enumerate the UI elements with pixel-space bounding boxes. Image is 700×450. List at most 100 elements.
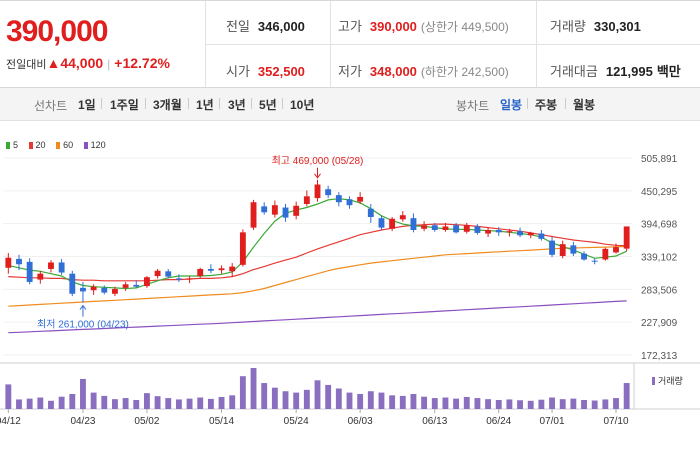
candle-body <box>421 225 428 229</box>
quote-panel: 390,000 전일대비▲44,000 | +12.72% 전일 346,000 고가… <box>0 0 700 88</box>
ma120-line <box>8 300 627 334</box>
candle-body <box>154 270 161 277</box>
volume-bar <box>559 399 566 409</box>
volume-bar <box>218 396 225 409</box>
high-value: 390,000 <box>369 19 417 34</box>
candle-body <box>101 287 108 293</box>
tab-divider <box>565 98 566 109</box>
candle-body <box>517 231 523 236</box>
ma5-line <box>8 198 627 290</box>
legend-label: 20 <box>35 140 46 150</box>
volume-bar <box>197 397 204 409</box>
volume-bar <box>112 399 118 409</box>
legend-item-ma5: 5 <box>6 140 18 150</box>
volume-bar <box>442 397 449 409</box>
x-tick-label: 05/14 <box>209 416 234 427</box>
quote-col-divider <box>536 1 537 87</box>
current-price: 390,000 <box>6 15 108 48</box>
volume-bar <box>421 396 428 409</box>
volume-bar <box>346 392 353 409</box>
volume-legend: 거래량 <box>652 374 683 387</box>
volume-bar <box>69 393 76 409</box>
candle-body <box>613 247 619 253</box>
tab-divider <box>145 98 146 109</box>
volume-bar <box>485 399 492 409</box>
volume-item: 거래량 330,301 <box>550 16 641 35</box>
candle-body <box>143 277 150 287</box>
tab-5year[interactable]: 5년 <box>259 98 277 112</box>
volume-label: 거래량 <box>550 19 586 34</box>
candle-chart-label: 봉차트 <box>456 99 490 113</box>
chart-tab-bar: 선차트 1일 1주일 3개월 1년 3년 5년 10년 봉차트 일봉 주봉 월봉 <box>0 88 700 121</box>
volume-bars <box>5 368 630 409</box>
volume-bar <box>570 398 577 409</box>
candle-body <box>165 271 172 277</box>
volume-bar <box>271 387 278 409</box>
candle-body <box>431 225 438 230</box>
prev-close-value: 346,000 <box>257 19 305 34</box>
tab-divider <box>188 98 189 109</box>
tab-weekly[interactable]: 주봉 <box>535 98 558 112</box>
volume-bar <box>186 398 193 409</box>
legend-label: 5 <box>13 140 19 150</box>
legend-swatch <box>28 142 33 149</box>
y-tick-label: 505,891 <box>641 154 678 165</box>
prev-close-item: 전일 346,000 <box>226 16 305 35</box>
volume-bar <box>367 391 374 409</box>
lower-limit: (하한가 242,500) <box>420 65 509 79</box>
tab-1day[interactable]: 1일 <box>78 98 96 112</box>
volume-bar <box>250 368 257 409</box>
candle-body <box>623 226 630 249</box>
low-arrowhead-icon <box>79 304 87 310</box>
volume-bar <box>37 397 44 409</box>
candle-body <box>133 284 140 287</box>
tab-1year[interactable]: 1년 <box>196 98 214 112</box>
volume-bar <box>431 398 438 409</box>
moving-average-lines <box>8 198 627 334</box>
volume-bar <box>591 400 598 409</box>
candle-body <box>549 240 555 255</box>
volume-value: 330,301 <box>593 19 641 34</box>
volume-bar <box>549 397 555 409</box>
candle-body <box>581 253 587 260</box>
high-item: 고가 390,000 (상한가 449,500) <box>338 16 509 35</box>
y-tick-label: 227,909 <box>641 318 678 329</box>
tab-10year[interactable]: 10년 <box>290 98 315 112</box>
tab-3year[interactable]: 3년 <box>228 98 246 112</box>
volume-bar <box>293 392 300 409</box>
tab-divider <box>527 98 528 109</box>
tab-monthly[interactable]: 월봉 <box>573 98 596 112</box>
ma60-line <box>8 245 627 307</box>
tab-1week[interactable]: 1주일 <box>110 98 139 112</box>
volume-bar <box>229 395 236 409</box>
legend-label: 120 <box>90 140 106 150</box>
open-value: 352,500 <box>257 64 305 79</box>
low-value: 348,000 <box>369 64 417 79</box>
volume-bar <box>80 378 86 409</box>
legend-swatch <box>83 142 88 149</box>
candle-body <box>197 268 204 277</box>
change-percent: +12.72% <box>114 55 170 71</box>
y-tick-label: 339,102 <box>641 253 678 264</box>
candle-body <box>239 232 246 265</box>
candle-body <box>271 205 278 215</box>
tab-3month[interactable]: 3개월 <box>153 98 182 112</box>
y-tick-label: 450,295 <box>641 187 678 198</box>
tab-daily[interactable]: 일봉 <box>500 98 523 112</box>
up-arrow-icon: ▲ <box>46 55 61 71</box>
y-axis: 505,891 450,295 394,698 339,102 283,506 227,9… <box>641 154 678 362</box>
volume-bar <box>48 400 54 409</box>
candle-body <box>80 287 86 292</box>
amount-value: 121,995 <box>605 64 653 79</box>
candle-body <box>112 289 118 294</box>
volume-bar <box>325 384 332 409</box>
volume-bar <box>602 399 609 409</box>
tab-divider <box>282 98 283 109</box>
high-label: 고가 <box>338 19 362 34</box>
volume-bar <box>143 393 150 409</box>
low-annotation: 최저 261,000 (04/23) <box>37 319 129 331</box>
candle-body <box>282 207 289 218</box>
volume-bar <box>165 398 172 409</box>
x-tick-label: 06/13 <box>422 416 447 427</box>
x-tick-label: 07/01 <box>540 416 565 427</box>
